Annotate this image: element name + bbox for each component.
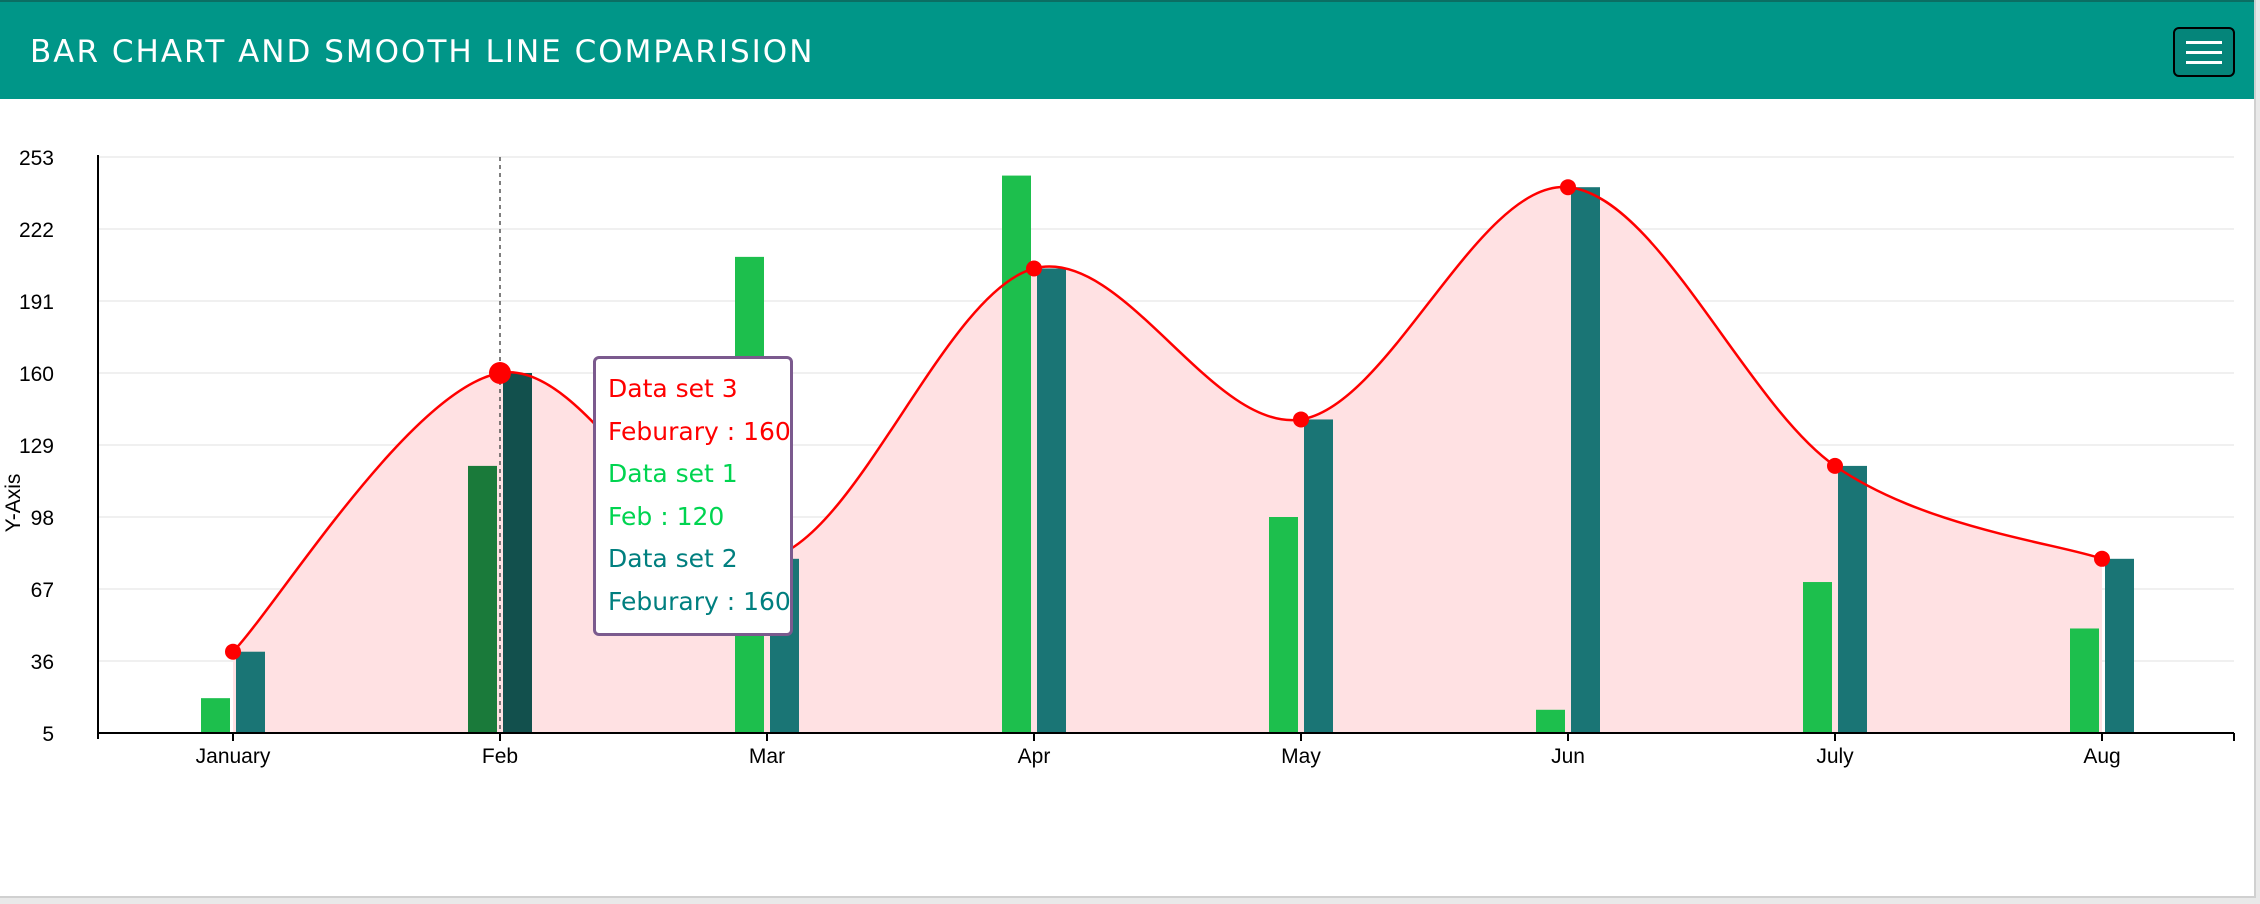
- series-3-point: [225, 643, 241, 660]
- x-tick-label: January: [196, 745, 271, 768]
- bar-series-1: [1536, 709, 1565, 733]
- bar-series-1: [201, 698, 230, 733]
- bar-series-2: [2105, 558, 2134, 733]
- y-tick-label: 98: [31, 507, 54, 530]
- tooltip-series-3-value: Feburary : 160: [608, 416, 791, 446]
- series-3-point: [1293, 411, 1309, 428]
- menu-bar: [2186, 41, 2222, 44]
- series-3-point: [2094, 550, 2110, 567]
- y-tick-label: 191: [19, 291, 54, 314]
- x-tick-label: Jun: [1551, 745, 1585, 768]
- y-tick-label: 36: [31, 651, 54, 674]
- series-3-point: [1827, 457, 1843, 474]
- series-3-point: [1560, 179, 1576, 196]
- y-tick-label: 67: [31, 579, 54, 602]
- series-3-line: [232, 185, 2103, 653]
- y-tick-label: 129: [19, 435, 54, 458]
- series-3-point: [1026, 260, 1042, 277]
- bar-line-chart: Y-Axis 5 36 67 98 129 160 191 222 253 January Feb M…: [2, 147, 2235, 768]
- chart-tooltip: Data set 3 Feburary : 160 Data set 1 Feb…: [593, 356, 793, 636]
- app-header: BAR CHART AND SMOOTH LINE COMPARISION: [0, 0, 2254, 99]
- page-title: BAR CHART AND SMOOTH LINE COMPARISION: [30, 34, 815, 70]
- tooltip-series-1-name: Data set 1: [608, 459, 738, 489]
- bar-series-2: [236, 651, 265, 733]
- x-tick-label: Aug: [2083, 745, 2120, 768]
- bar-series-2: [1304, 419, 1333, 733]
- tooltip-series-2-name: Data set 2: [608, 544, 738, 574]
- bar-series-1: [468, 465, 497, 733]
- x-tick-label: May: [1281, 745, 1321, 768]
- y-tick-label: 5: [42, 723, 54, 746]
- series-3-point: [489, 362, 511, 384]
- bar-series-2: [1838, 465, 1867, 733]
- y-tick-label: 160: [19, 363, 54, 386]
- hamburger-menu-icon[interactable]: [2173, 27, 2235, 77]
- y-tick-label: 222: [19, 219, 54, 242]
- bar-series-1: [1002, 175, 1031, 734]
- tooltip-series-1-value: Feb : 120: [608, 501, 725, 531]
- bar-series-1: [1269, 517, 1298, 733]
- x-tick-label: Feb: [482, 745, 518, 768]
- x-tick-label: Apr: [1018, 745, 1051, 768]
- x-tick-label: July: [1816, 745, 1854, 768]
- bar-series-2: [1571, 187, 1600, 733]
- menu-bar: [2186, 51, 2222, 54]
- bar-series-1: [2070, 628, 2099, 733]
- y-tick-label: 253: [19, 147, 54, 170]
- bar-series-1: [1803, 582, 1832, 733]
- tooltip-series-2-value: Feburary : 160: [608, 586, 791, 616]
- x-tick-label: Mar: [749, 745, 785, 768]
- bar-series-2: [503, 373, 532, 733]
- y-axis-label: Y-Axis: [2, 474, 25, 533]
- tooltip-series-3-name: Data set 3: [608, 374, 738, 403]
- menu-bar: [2186, 61, 2222, 64]
- bar-series-2: [1037, 268, 1066, 733]
